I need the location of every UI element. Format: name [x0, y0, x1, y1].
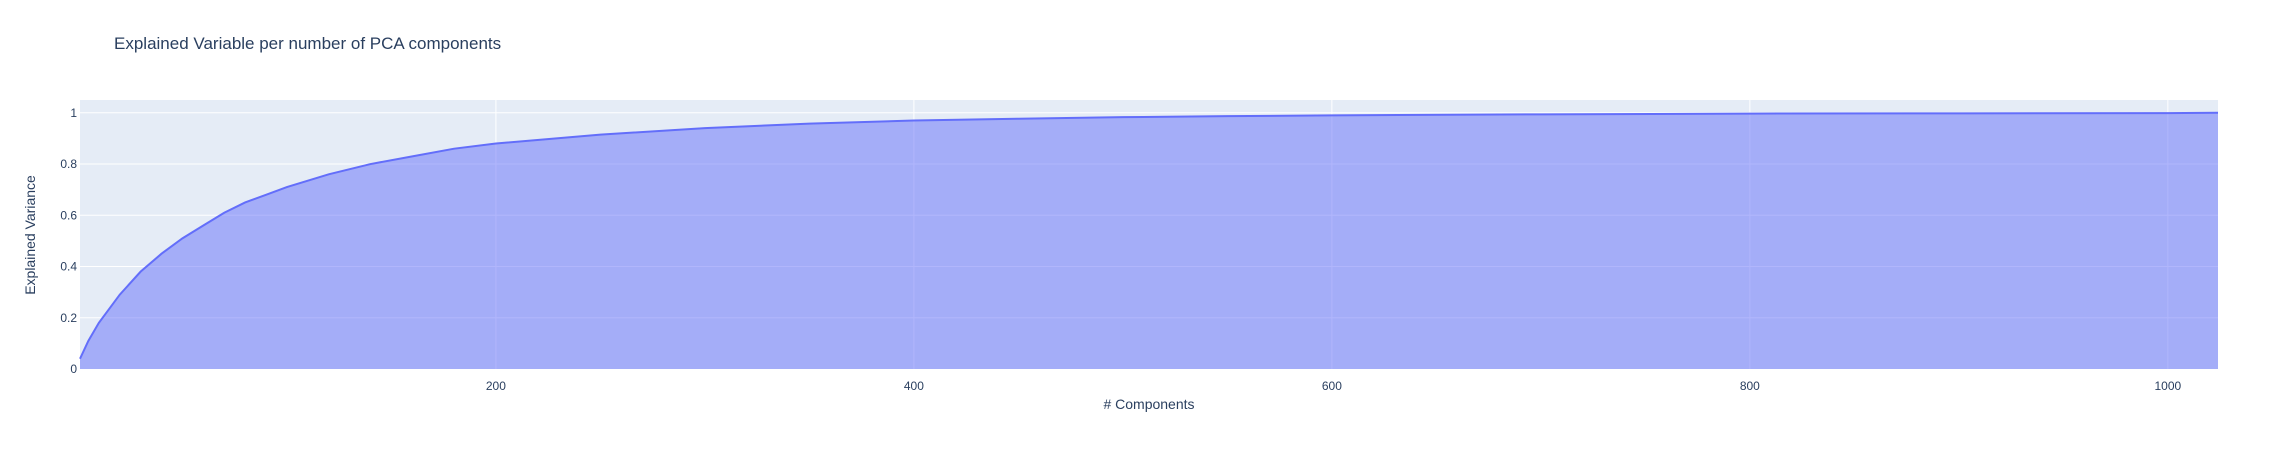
y-tick-label: 0.2 — [60, 311, 77, 325]
y-ticks: 0 0.2 0.4 0.6 0.8 1 — [60, 106, 77, 376]
x-ticks: 200 400 600 800 1000 — [486, 379, 2182, 393]
y-tick-label: 0.6 — [60, 208, 77, 222]
x-tick-label: 400 — [904, 379, 924, 393]
x-tick-label: 600 — [1322, 379, 1342, 393]
series-line — [79, 111, 2219, 360]
area-fill — [80, 112, 2218, 369]
x-axis-label: # Components — [1103, 396, 1194, 412]
x-tick-label: 1000 — [2154, 379, 2181, 393]
y-tick-label: 0.8 — [60, 157, 77, 171]
x-tick-label: 800 — [1740, 379, 1760, 393]
y-axis-label: Explained Variance — [22, 175, 38, 295]
x-tick-label: 200 — [486, 379, 506, 393]
y-tick-label: 0.4 — [60, 260, 77, 274]
y-tick-label: 1 — [70, 106, 77, 120]
chart-title: Explained Variable per number of PCA com… — [114, 34, 501, 53]
y-tick-label: 0 — [70, 362, 77, 376]
